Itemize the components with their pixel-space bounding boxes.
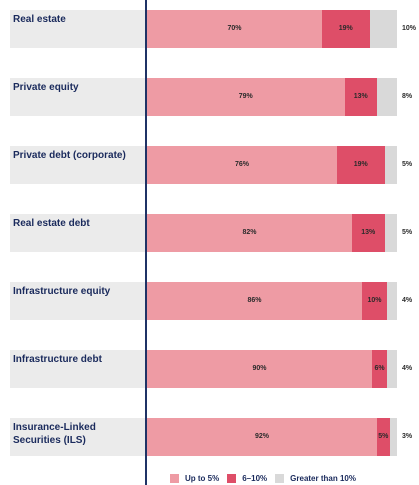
row-background: [10, 214, 146, 252]
row-background: [10, 282, 146, 320]
data-label-greater-10: 4%: [402, 297, 413, 304]
bar-segment-up-to-5: [147, 146, 337, 184]
legend-label-greater-10: Greater than 10%: [290, 474, 356, 483]
bar-segment-6-10: [344, 78, 377, 116]
data-label-up-to-5: 92%: [254, 433, 269, 440]
bar-segment-6-10: [352, 214, 385, 252]
bar-segment-up-to-5: [147, 78, 345, 116]
data-label-up-to-5: 70%: [227, 25, 242, 32]
bar-segment-greater-10: [369, 10, 397, 48]
bar-segment-6-10: [377, 418, 390, 456]
data-label-greater-10: 3%: [402, 433, 413, 440]
row-background: [10, 10, 146, 48]
category-label: Infrastructure equity: [13, 286, 111, 297]
legend-label-up-to-5: Up to 5%: [185, 474, 220, 483]
data-label-up-to-5: 90%: [252, 365, 267, 372]
chart-axis-line: [145, 0, 147, 485]
bar-segment-up-to-5: [147, 282, 362, 320]
legend-item-greater-10: Greater than 10%: [275, 474, 356, 483]
data-label-6-10: 19%: [353, 161, 368, 168]
legend-label-6-10: 6–10%: [242, 474, 268, 483]
category-label: Real estate debt: [13, 218, 90, 229]
data-label-6-10: 13%: [353, 93, 368, 100]
data-label-up-to-5: 82%: [242, 229, 257, 236]
data-label-up-to-5: 76%: [234, 161, 249, 168]
category-label: Real estate: [13, 14, 66, 25]
category-label: Private equity: [13, 82, 79, 93]
bar-segment-greater-10: [387, 282, 397, 320]
bar-segment-greater-10: [389, 418, 397, 456]
bar-segment-up-to-5: [147, 350, 372, 388]
row-background: [10, 350, 146, 388]
data-label-greater-10: 5%: [402, 161, 413, 168]
data-label-greater-10: 4%: [402, 365, 413, 372]
data-label-6-10: 13%: [361, 229, 376, 236]
legend-swatch-up-to-5: [170, 474, 179, 483]
legend-swatch-greater-10: [275, 474, 285, 483]
data-label-up-to-5: 86%: [247, 297, 262, 304]
chart-legend: Up to 5% 6–10% Greater than 10%: [170, 474, 356, 483]
category-label: Infrastructure debt: [13, 354, 102, 365]
data-label-greater-10: 8%: [402, 93, 413, 100]
bar-segment-greater-10: [387, 350, 397, 388]
row-background: [10, 146, 146, 184]
data-label-6-10: 10%: [367, 297, 382, 304]
bar-segment-up-to-5: [147, 214, 352, 252]
bar-segment-6-10: [337, 146, 385, 184]
bar-segment-up-to-5: [147, 10, 322, 48]
data-label-6-10: 19%: [338, 25, 353, 32]
data-label-greater-10: 10%: [402, 25, 417, 32]
row-background: [10, 418, 146, 456]
data-label-6-10: 5%: [378, 433, 389, 440]
bar-segment-greater-10: [384, 146, 397, 184]
legend-item-6-10: 6–10%: [227, 474, 267, 483]
bar-segment-6-10: [372, 350, 387, 388]
row-background: [10, 78, 146, 116]
category-label: Insurance-Linked Securities (ILS): [13, 422, 96, 446]
legend-item-up-to-5: Up to 5%: [170, 474, 219, 483]
data-label-up-to-5: 79%: [238, 93, 253, 100]
bar-segment-6-10: [322, 10, 370, 48]
bar-segment-greater-10: [384, 214, 397, 252]
bar-segment-up-to-5: [147, 418, 377, 456]
legend-swatch-6-10: [227, 474, 237, 483]
data-label-greater-10: 5%: [402, 229, 413, 236]
bar-segment-greater-10: [377, 78, 397, 116]
category-label: Private debt (corporate): [13, 150, 126, 161]
data-label-6-10: 6%: [374, 365, 385, 372]
bar-segment-6-10: [362, 282, 387, 320]
